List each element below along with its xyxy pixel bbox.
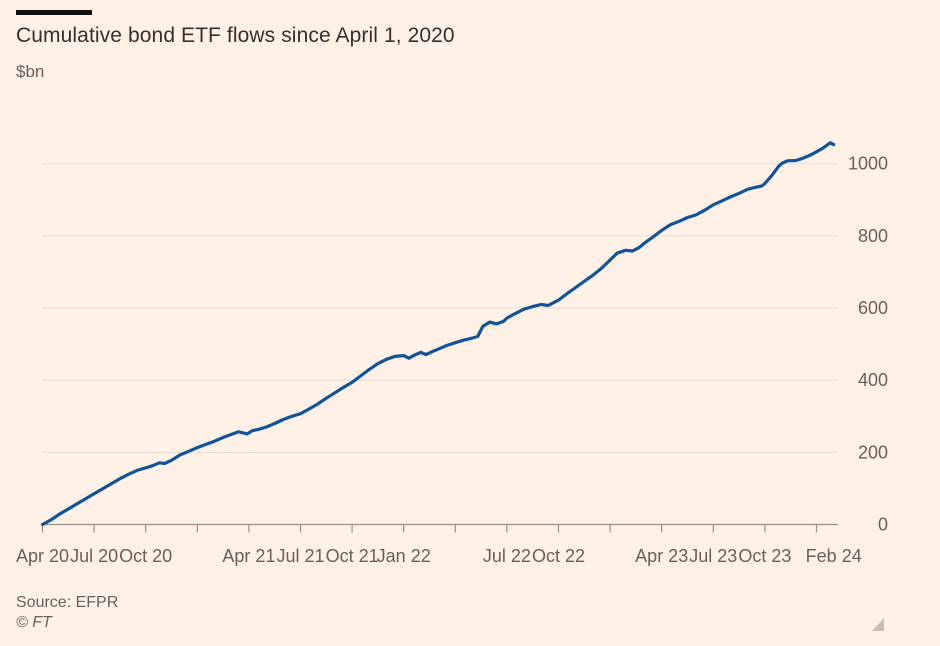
ft-credit: © FT: [16, 614, 52, 631]
x-axis-tick-label: Jul 22: [483, 546, 531, 566]
kicker-bar: [16, 10, 92, 15]
y-axis-tick-label: 600: [858, 298, 888, 318]
x-axis-tick-label: Oct 23: [738, 546, 791, 566]
x-axis-tick-label: Feb 24: [806, 546, 862, 566]
y-axis-tick-label: 200: [858, 442, 888, 462]
y-axis-tick-label: 400: [858, 370, 888, 390]
flows-line-series: [40, 141, 836, 527]
x-axis-tick-label: Apr 23: [635, 546, 688, 566]
y-axis-tick-label: 1000: [848, 154, 888, 174]
x-axis-tick-label: Jan 22: [377, 546, 431, 566]
x-axis-tick-label: Oct 21: [326, 546, 379, 566]
resize-handle-icon[interactable]: [872, 618, 884, 631]
x-axis-tick-label: Apr 20: [16, 546, 69, 566]
x-axis-tick-label: Jul 23: [689, 546, 737, 566]
x-axis-tick-label: Jul 21: [276, 546, 324, 566]
x-axis-tick-label: Oct 20: [119, 546, 172, 566]
y-axis-unit-label: $bn: [16, 62, 45, 81]
y-axis-tick-label: 0: [878, 515, 888, 535]
x-axis-tick-label: Oct 22: [532, 546, 585, 566]
x-axis-tick-label: Jul 20: [70, 546, 118, 566]
x-axis-tick-label: Apr 21: [222, 546, 275, 566]
source-label: Source: EFPR: [16, 594, 119, 611]
y-axis-tick-label: 800: [858, 226, 888, 246]
chart-title: Cumulative bond ETF flows since April 1,…: [16, 24, 455, 47]
